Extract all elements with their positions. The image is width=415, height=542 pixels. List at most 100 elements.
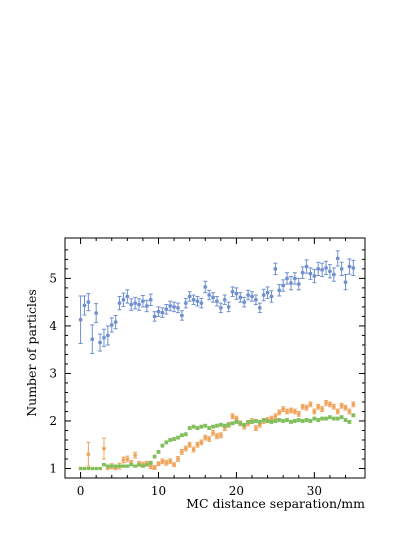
data-point (304, 406, 309, 410)
data-point (102, 463, 106, 467)
data-point (176, 306, 180, 310)
data-point (297, 282, 301, 286)
chart-marks (78, 250, 356, 471)
data-point (90, 337, 94, 341)
data-point (207, 293, 211, 297)
data-point (301, 271, 305, 275)
data-point (293, 409, 297, 414)
data-point (137, 302, 141, 307)
data-point (78, 466, 83, 471)
data-point (258, 423, 262, 427)
data-point (153, 314, 157, 319)
data-point (82, 466, 87, 471)
data-point (180, 313, 184, 318)
data-point (86, 452, 90, 456)
data-point (98, 466, 102, 471)
data-point (145, 463, 149, 467)
plot-frame (64, 237, 366, 479)
data-point (168, 459, 172, 463)
data-point (102, 336, 106, 340)
data-point (114, 464, 118, 468)
data-point (340, 267, 344, 271)
data-point (172, 305, 176, 309)
data-point (168, 438, 172, 442)
data-point (328, 415, 332, 419)
data-point (277, 410, 281, 415)
y-axis-label: Number of particles (24, 289, 39, 417)
axis-ticks: 0 10 20 30 1 2 3 4 5 (49, 238, 365, 498)
y-tick-label: 1 (49, 461, 57, 475)
data-point (203, 436, 207, 440)
x-tick-label: 20 (229, 484, 244, 498)
data-point (304, 264, 309, 269)
data-point (156, 462, 161, 466)
data-point (273, 267, 277, 271)
data-point (324, 401, 328, 405)
data-point (246, 420, 250, 424)
data-point (191, 298, 196, 302)
data-point (332, 416, 336, 421)
data-point (141, 299, 145, 303)
data-point (199, 425, 203, 429)
data-point (172, 463, 176, 467)
data-point (78, 318, 83, 322)
data-point (106, 466, 110, 471)
data-point (254, 419, 258, 423)
data-point (332, 405, 336, 409)
data-point (320, 407, 324, 411)
data-point (176, 436, 180, 440)
data-point (301, 405, 305, 409)
data-point (316, 418, 320, 422)
data-point (82, 303, 87, 308)
data-point (125, 294, 129, 299)
data-point (289, 420, 293, 424)
data-point (336, 256, 340, 261)
data-point (223, 426, 227, 430)
data-point (164, 307, 168, 311)
data-point (129, 463, 133, 467)
data-point (215, 434, 219, 438)
data-point (180, 433, 184, 437)
data-point (223, 424, 227, 428)
data-point (121, 298, 126, 302)
data-point (149, 461, 153, 465)
data-point (153, 455, 157, 459)
data-point (203, 424, 207, 428)
data-point (227, 305, 231, 309)
data-point (160, 311, 165, 315)
data-point (281, 419, 285, 423)
data-point (289, 408, 293, 413)
data-point (110, 323, 114, 327)
data-point (211, 431, 215, 435)
data-point (320, 268, 324, 272)
data-point (106, 333, 110, 338)
y-tick-label: 3 (49, 366, 57, 380)
data-point (316, 405, 320, 409)
data-point (195, 443, 200, 447)
data-point (121, 458, 126, 462)
data-point (234, 420, 239, 424)
data-point (149, 464, 153, 468)
data-point (343, 418, 348, 422)
data-point (343, 406, 348, 410)
data-point (242, 423, 246, 427)
data-point (188, 294, 192, 299)
data-point (343, 280, 348, 284)
data-point (242, 300, 246, 304)
data-point (219, 423, 223, 427)
data-point (351, 266, 355, 270)
data-point (102, 446, 106, 451)
data-point (133, 301, 137, 305)
y-tick-label: 2 (49, 414, 57, 428)
data-point (94, 311, 98, 315)
data-point (94, 466, 98, 471)
data-point (308, 272, 313, 276)
data-point (312, 274, 316, 278)
data-point (227, 423, 231, 427)
data-point (250, 294, 254, 299)
x-tick-label: 0 (77, 484, 85, 498)
data-point (98, 340, 102, 345)
data-point (137, 463, 141, 467)
data-point (164, 440, 168, 444)
